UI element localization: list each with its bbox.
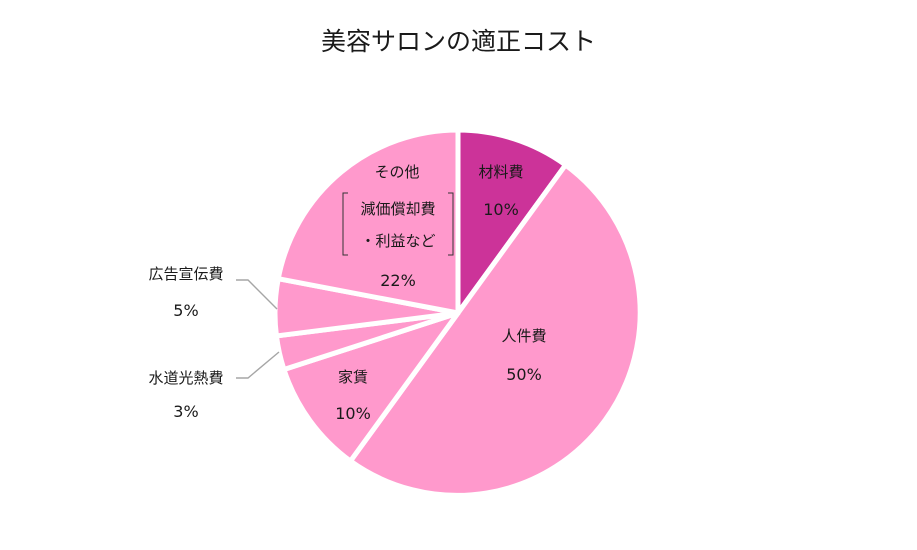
slice-label-materials: 材料費 (478, 163, 523, 181)
slice-value-advertising: 5% (173, 301, 198, 320)
leader-line-advertising (236, 279, 278, 310)
slice-value-materials: 10% (483, 200, 519, 219)
slice-value-utilities: 3% (173, 402, 198, 421)
slice-sublabel-other-line2: ・利益など (360, 232, 435, 250)
bracket-left (342, 192, 348, 256)
pie-slice-materials (455, 127, 569, 316)
slice-value-other: 22% (380, 271, 416, 290)
pie-slice-rent (281, 310, 461, 464)
slice-value-personnel: 50% (506, 365, 542, 384)
slice-label-rent: 家賃 (338, 368, 368, 386)
pie-slice-other (275, 127, 461, 316)
slice-label-utilities: 水道光熱費 (148, 369, 223, 387)
leader-line-utilities (236, 351, 280, 379)
slice-sublabel-other-line1: 減価償却費 (360, 200, 435, 218)
pie-slice-personnel (347, 162, 643, 498)
slice-label-other: その他 (374, 163, 419, 181)
slice-value-rent: 10% (335, 404, 371, 423)
chart-title: 美容サロンの適正コスト (320, 27, 596, 56)
slice-label-advertising: 広告宣伝費 (148, 265, 223, 283)
bracket-right (448, 192, 454, 256)
slice-label-personnel: 人件費 (501, 327, 546, 345)
